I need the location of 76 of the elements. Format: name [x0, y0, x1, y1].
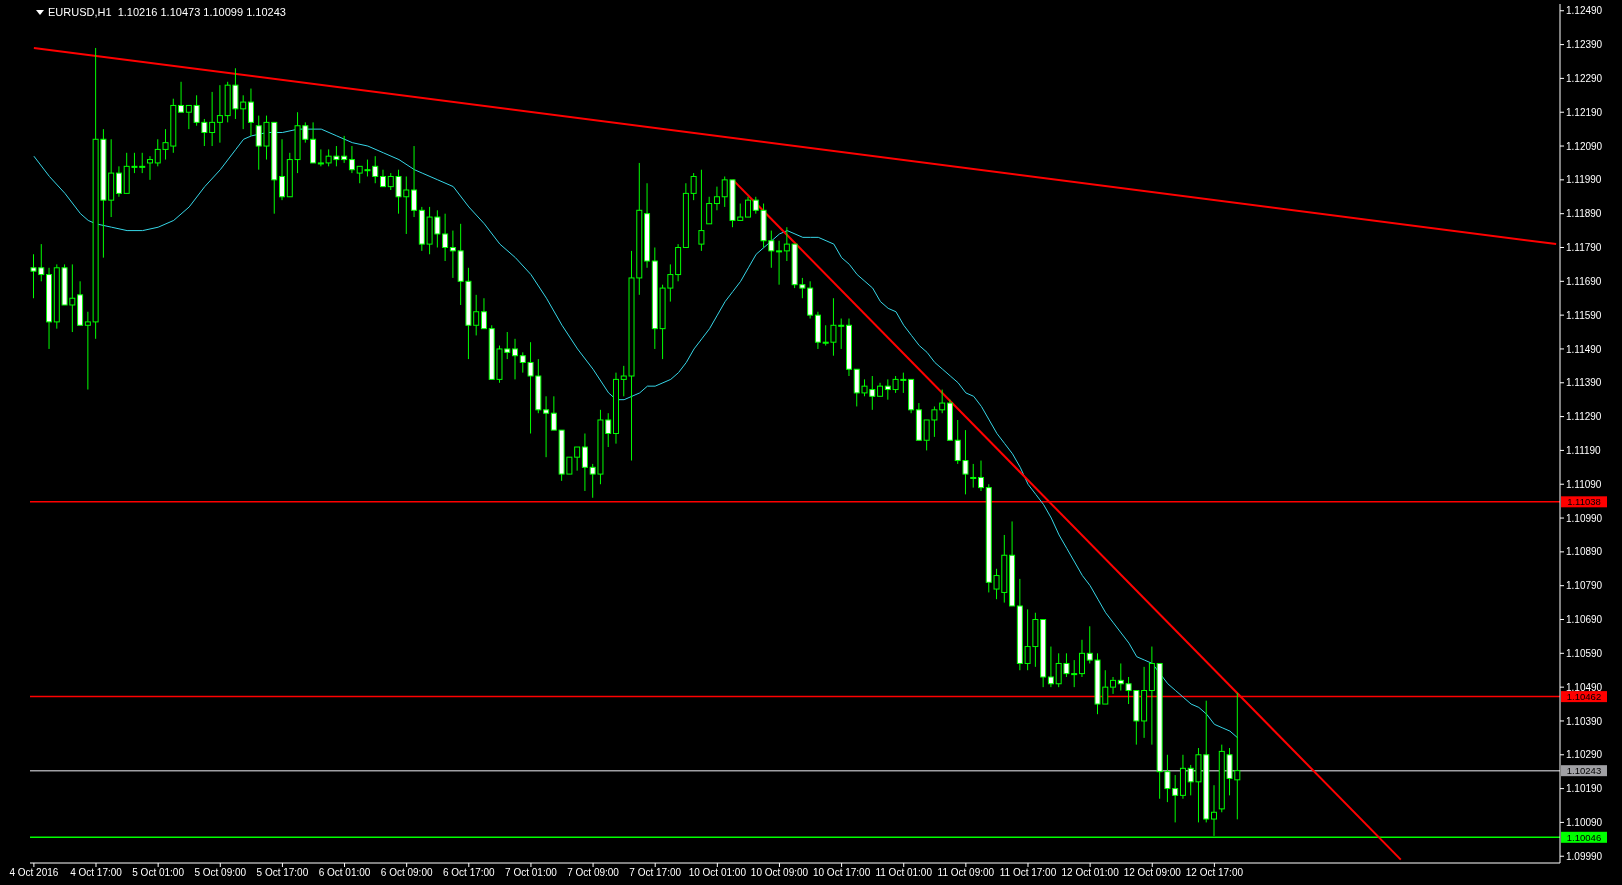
y-tick-label: 1.10390 — [1566, 715, 1603, 727]
x-tick-label: 10 Oct 09:00 — [750, 867, 809, 879]
candlestick — [216, 84, 223, 144]
x-tick-label: 6 Oct 09:00 — [380, 867, 433, 879]
candlestick — [706, 196, 713, 225]
candlestick — [411, 145, 418, 218]
candlestick — [698, 169, 705, 252]
y-tick-label: 1.12390 — [1566, 39, 1603, 51]
candlestick — [279, 138, 286, 201]
y-tick-label: 1.11190 — [1566, 444, 1602, 456]
y-tick-label: 1.10790 — [1566, 580, 1603, 592]
candlestick — [713, 186, 720, 211]
x-tick-label: 10 Oct 01:00 — [688, 867, 747, 879]
candlestick — [449, 230, 456, 279]
candlestick — [543, 395, 550, 458]
candlestick — [970, 463, 977, 489]
x-tick-label: 6 Oct 01:00 — [318, 867, 371, 879]
y-tick-label: 1.11890 — [1566, 208, 1602, 220]
x-tick-label: 12 Oct 01:00 — [1061, 867, 1120, 879]
y-tick-label: 1.11490 — [1566, 343, 1602, 355]
candlestick — [1078, 639, 1085, 678]
candlestick — [978, 460, 985, 492]
x-tick-label: 4 Oct 2016 — [9, 867, 59, 879]
y-tick-label: 1.11390 — [1566, 377, 1602, 389]
x-tick-label: 7 Oct 17:00 — [629, 867, 682, 879]
y-tick-label: 1.11690 — [1566, 275, 1602, 287]
y-tick-label: 1.12090 — [1566, 140, 1603, 152]
ref-line-label: 1.11038 — [1567, 496, 1601, 508]
x-tick-label: 5 Oct 17:00 — [256, 867, 309, 879]
candlestick — [690, 172, 697, 201]
y-tick-label: 1.09990 — [1566, 850, 1603, 862]
y-tick-label: 1.10590 — [1566, 647, 1603, 659]
y-tick-label: 1.10990 — [1566, 512, 1603, 524]
candlestick — [480, 297, 487, 330]
x-tick-label: 5 Oct 09:00 — [194, 867, 247, 879]
x-tick-label: 7 Oct 01:00 — [505, 867, 558, 879]
x-tick-label: 4 Oct 17:00 — [70, 867, 123, 879]
y-tick-label: 1.10090 — [1566, 816, 1603, 828]
y-tick-label: 1.11590 — [1566, 309, 1602, 321]
y-tick-label: 1.10190 — [1566, 783, 1603, 795]
y-tick-label: 1.12290 — [1566, 72, 1603, 84]
y-tick-label: 1.12190 — [1566, 106, 1603, 118]
x-tick-label: 6 Oct 17:00 — [442, 867, 496, 879]
x-tick-label: 12 Oct 17:00 — [1185, 867, 1244, 879]
ref-line-label: 1.10462 — [1566, 691, 1602, 703]
candlestick — [178, 81, 185, 113]
x-tick-label: 10 Oct 17:00 — [812, 867, 871, 879]
chart-title: EURUSD,H1 1.10216 1.10473 1.10099 1.10243 — [48, 6, 286, 18]
x-tick-label: 11 Oct 17:00 — [999, 867, 1057, 879]
y-tick-label: 1.10490 — [1566, 681, 1603, 693]
y-tick-label: 1.12490 — [1566, 5, 1603, 17]
x-tick-label: 5 Oct 01:00 — [132, 867, 185, 879]
candlestick — [1047, 646, 1054, 688]
candlestick — [776, 240, 783, 286]
candlestick — [147, 155, 153, 181]
y-tick-label: 1.11990 — [1566, 174, 1602, 186]
candlestick — [247, 88, 254, 137]
candlestick — [310, 121, 317, 164]
x-tick-label: 11 Oct 01:00 — [875, 867, 933, 879]
y-tick-label: 1.11790 — [1566, 242, 1602, 254]
candlestick — [581, 433, 588, 492]
x-tick-label: 12 Oct 09:00 — [1123, 867, 1182, 879]
x-tick-label: 7 Oct 09:00 — [567, 867, 620, 879]
y-tick-label: 1.11290 — [1566, 411, 1602, 423]
y-tick-label: 1.10290 — [1566, 749, 1603, 761]
ref-line-label: 1.10243 — [1566, 765, 1602, 777]
candlestick — [512, 338, 519, 380]
y-tick-label: 1.10890 — [1566, 546, 1603, 558]
y-tick-label: 1.11090 — [1566, 478, 1602, 490]
candlestick — [348, 145, 355, 174]
x-tick-label: 11 Oct 09:00 — [937, 867, 995, 879]
candlestick — [745, 196, 752, 218]
ref-line-label: 1.10046 — [1566, 831, 1602, 843]
candlestick — [115, 165, 122, 198]
y-tick-label: 1.10690 — [1566, 614, 1603, 626]
candlestick — [1110, 676, 1117, 695]
